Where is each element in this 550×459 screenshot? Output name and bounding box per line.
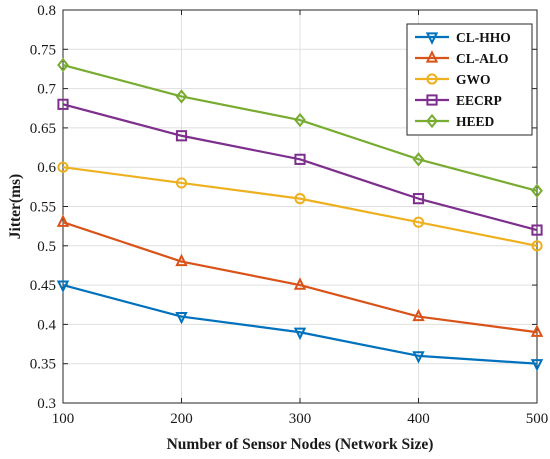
data-point-cl-hho <box>175 311 188 325</box>
legend-entry-heed: HEED <box>415 113 495 129</box>
y-tick-label: 0.55 <box>30 200 56 216</box>
data-point-eecrp <box>294 153 306 165</box>
data-point-cl-alo <box>175 253 188 267</box>
data-point-cl-alo <box>530 324 544 337</box>
legend-marker <box>426 113 438 129</box>
legend-label: EECRP <box>456 93 502 108</box>
series-line-gwo <box>62 166 538 247</box>
x-tick-label: 100 <box>52 411 75 427</box>
data-point-gwo <box>294 193 306 205</box>
legend-label: HEED <box>456 114 495 129</box>
data-point-cl-hho <box>530 359 544 372</box>
series-heed <box>57 57 543 198</box>
data-point-cl-alo <box>412 308 425 322</box>
data-point-heed <box>294 112 306 128</box>
data-point-heed <box>57 57 69 73</box>
legend-marker <box>426 94 438 106</box>
series-cl-alo <box>56 214 544 337</box>
series-line-eecrp <box>62 103 538 232</box>
data-point-gwo <box>57 161 69 173</box>
data-point-cl-alo <box>293 277 307 290</box>
legend-label: CL-ALO <box>456 51 509 66</box>
y-tick-label: 0.45 <box>30 278 56 294</box>
x-tick-label: 500 <box>526 411 549 427</box>
legend-label: GWO <box>456 72 491 87</box>
data-point-heed <box>175 89 188 104</box>
y-tick-label: 0.7 <box>37 82 56 98</box>
series-line-heed <box>62 63 538 192</box>
x-tick-label: 300 <box>289 411 312 427</box>
data-point-eecrp <box>57 98 69 110</box>
y-tick-label: 0.75 <box>30 42 56 58</box>
y-tick-label: 0.4 <box>37 317 56 333</box>
data-point-heed <box>412 152 425 167</box>
x-tick-label: 400 <box>407 411 430 427</box>
y-tick-label: 0.8 <box>37 3 56 19</box>
data-point-cl-hho <box>412 351 425 364</box>
data-point-gwo <box>175 177 188 189</box>
data-point-cl-hho <box>293 327 307 341</box>
data-point-eecrp <box>412 193 425 205</box>
legend-marker <box>426 73 438 85</box>
y-tick-label: 0.5 <box>37 239 56 255</box>
data-point-eecrp <box>531 224 543 236</box>
legend-entry-eecrp: EECRP <box>415 93 502 108</box>
legend-entry-cl-alo: CL-ALO <box>415 50 509 66</box>
legend-entry-gwo: GWO <box>415 72 491 87</box>
legend: CL-HHO CL-ALO GWO EECRP HEED <box>406 23 533 136</box>
y-tick-label: 0.3 <box>37 396 56 412</box>
data-point-gwo <box>412 216 425 228</box>
series-cl-hho <box>56 280 544 372</box>
legend-label: CL-HHO <box>456 30 511 45</box>
y-axis-title: Jitter(ms) <box>7 174 24 239</box>
y-tick-label: 0.65 <box>30 121 56 137</box>
x-tick-label: 200 <box>170 411 193 427</box>
data-point-cl-alo <box>56 214 70 227</box>
legend-marker <box>425 32 439 45</box>
data-point-eecrp <box>175 130 188 142</box>
series-gwo <box>57 161 543 252</box>
series-eecrp <box>57 98 543 236</box>
legend-marker <box>425 50 439 63</box>
y-tick-label: 0.6 <box>37 160 56 176</box>
data-point-heed <box>531 183 543 198</box>
data-point-cl-hho <box>56 280 70 293</box>
data-point-gwo <box>531 240 543 252</box>
y-tick-label: 0.35 <box>30 357 56 373</box>
series-line-cl-hho <box>62 284 538 365</box>
x-axis-title: Number of Sensor Nodes (Network Size) <box>167 436 434 453</box>
series-lines <box>56 57 544 372</box>
series-line-cl-alo <box>62 221 538 334</box>
legend-entry-cl-hho: CL-HHO <box>415 30 511 45</box>
